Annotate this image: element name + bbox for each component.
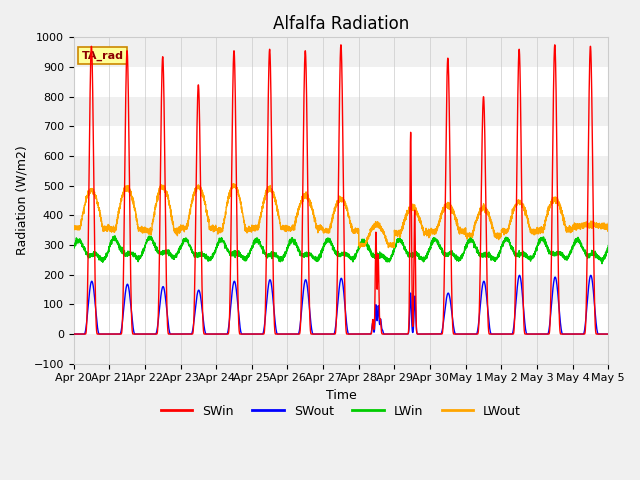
X-axis label: Time: Time bbox=[326, 389, 356, 402]
Legend: SWin, SWout, LWin, LWout: SWin, SWout, LWin, LWout bbox=[156, 400, 526, 423]
Text: TA_rad: TA_rad bbox=[82, 50, 124, 61]
Bar bbox=[74, 67, 608, 96]
Title: Alfalfa Radiation: Alfalfa Radiation bbox=[273, 15, 409, 33]
Bar bbox=[74, 304, 608, 334]
Bar bbox=[74, 245, 608, 275]
Bar bbox=[74, 156, 608, 186]
Bar bbox=[74, 334, 608, 364]
Bar bbox=[74, 96, 608, 126]
Bar bbox=[74, 126, 608, 156]
Bar bbox=[74, 275, 608, 304]
Y-axis label: Radiation (W/m2): Radiation (W/m2) bbox=[15, 145, 28, 255]
Bar bbox=[74, 186, 608, 216]
Bar bbox=[74, 216, 608, 245]
Bar bbox=[74, 37, 608, 67]
